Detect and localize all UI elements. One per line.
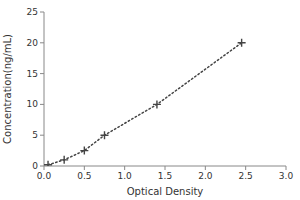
data-point (153, 100, 161, 108)
y-tick-label: 5 (32, 130, 38, 140)
data-point (101, 131, 109, 139)
chart: 0.0 0.5 1.0 1.5 2.0 2.5 3.0 0 5 10 15 20 25 Optical D… (0, 0, 300, 200)
x-tick (245, 166, 246, 170)
y-tick-label: 0 (32, 161, 38, 171)
x-tick (165, 166, 166, 170)
x-tick-label: 3.0 (279, 171, 294, 181)
x-tick-label: 1.0 (118, 171, 133, 181)
x-tick (44, 166, 45, 170)
y-tick (40, 73, 44, 74)
y-tick (40, 12, 44, 13)
y-tick-label: 25 (27, 7, 38, 17)
y-tick (40, 42, 44, 43)
y-tick (40, 135, 44, 136)
x-tick (205, 166, 206, 170)
y-tick-label: 10 (27, 99, 39, 109)
y-axis-line (44, 12, 45, 166)
data-point (80, 147, 88, 155)
y-tick-label: 20 (27, 38, 39, 48)
x-tick-label: 2.0 (198, 171, 213, 181)
x-tick (84, 166, 85, 170)
data-point (44, 161, 52, 166)
x-tick-label: 2.5 (239, 171, 253, 181)
data-point (60, 156, 68, 164)
x-tick (286, 166, 287, 170)
x-tick-label: 0.5 (77, 171, 91, 181)
data-point (238, 39, 246, 47)
y-tick (40, 166, 44, 167)
x-axis-label: Optical Density (127, 186, 204, 197)
plot-area (44, 39, 246, 166)
x-tick-label: 0.0 (37, 171, 52, 181)
chart-container: 0.0 0.5 1.0 1.5 2.0 2.5 3.0 0 5 10 15 20 25 Optical D… (0, 0, 300, 200)
x-tick (124, 166, 125, 170)
data-line (48, 43, 242, 165)
y-tick-label: 15 (27, 69, 38, 79)
y-tick (40, 104, 44, 105)
x-tick-label: 1.5 (158, 171, 172, 181)
y-axis-label: Concentration(ng/mL) (2, 34, 13, 144)
